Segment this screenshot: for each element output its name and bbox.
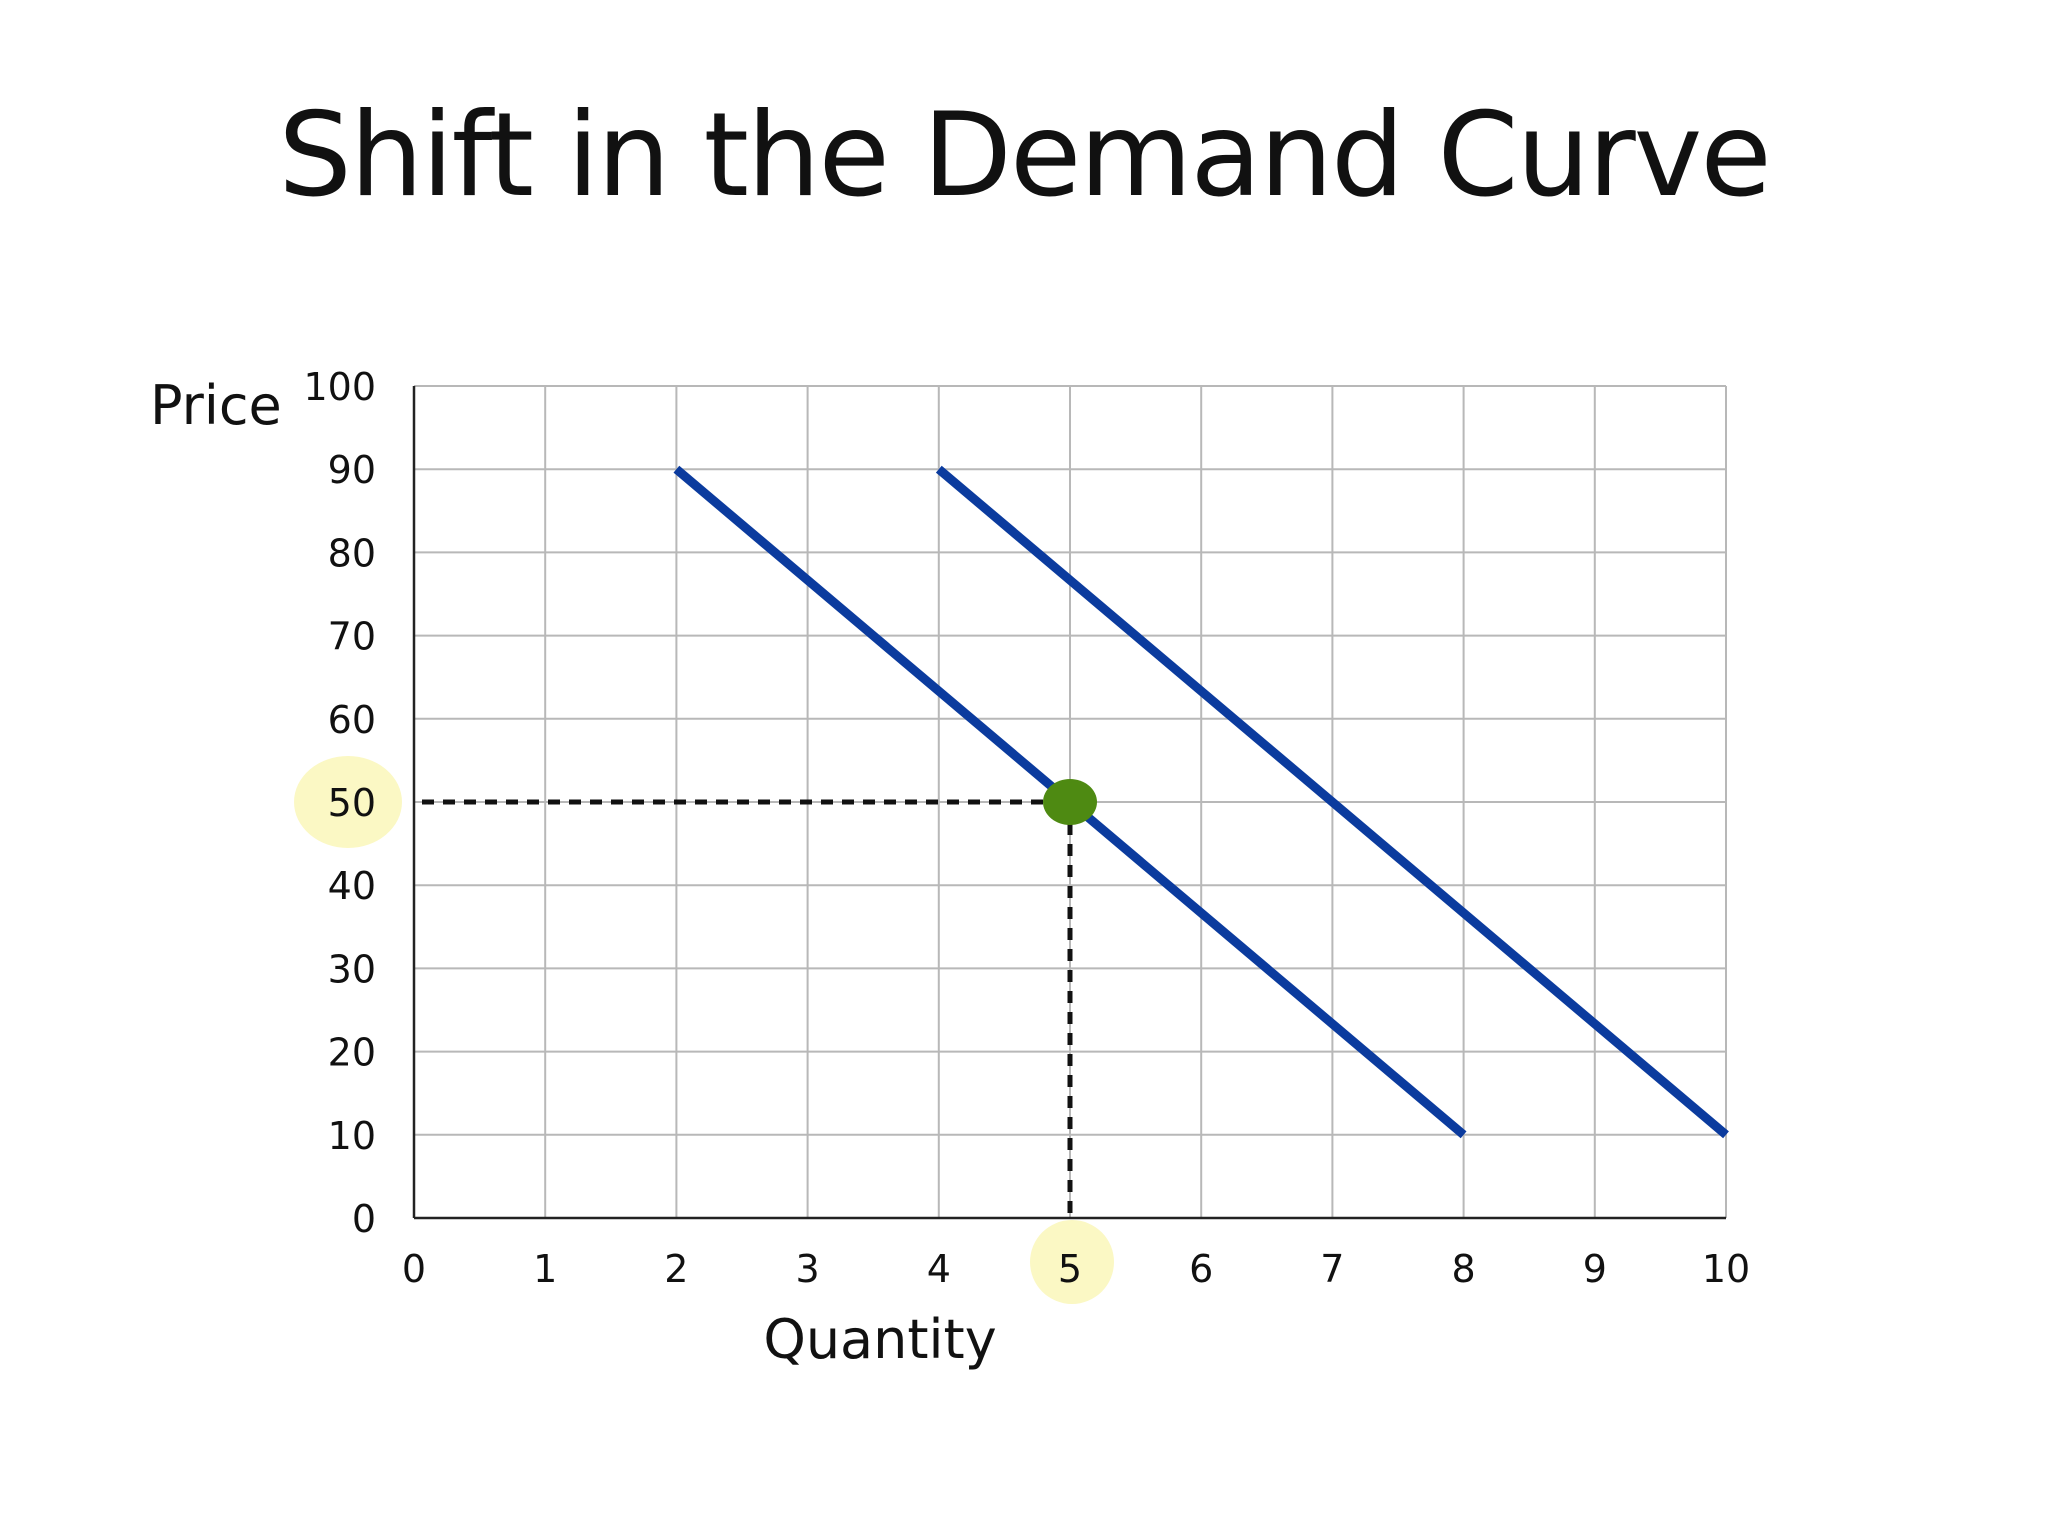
x-tick-label-1: 1 — [533, 1247, 557, 1291]
x-axis-title: Quantity — [763, 1308, 996, 1371]
tick-highlights — [294, 756, 1114, 1304]
equilibrium-points — [1043, 779, 1097, 825]
y-tick-label-20: 20 — [328, 1031, 376, 1075]
x-tick-label-9: 9 — [1583, 1247, 1607, 1291]
guide-lines — [422, 799, 1073, 1218]
y-tick-label-100: 100 — [303, 365, 376, 409]
y-tick-label-50: 50 — [328, 781, 376, 825]
equilibrium-point — [1043, 779, 1097, 825]
x-tick-label-0: 0 — [402, 1247, 426, 1291]
x-tick-label-4: 4 — [927, 1247, 951, 1291]
slide-title: Shift in the Demand Curve — [278, 88, 1771, 223]
x-tick-highlight-5 — [1030, 1220, 1114, 1304]
y-tick-label-0: 0 — [352, 1197, 376, 1241]
x-tick-label-5: 5 — [1058, 1247, 1082, 1291]
demand-curve-2 — [935, 465, 1729, 1139]
x-tick-label-8: 8 — [1452, 1247, 1476, 1291]
y-tick-label-70: 70 — [328, 615, 376, 659]
y-tick-label-30: 30 — [328, 947, 376, 991]
y-tick-label-90: 90 — [328, 448, 376, 492]
y-tick-label-10: 10 — [328, 1114, 376, 1158]
x-tick-label-10: 10 — [1702, 1247, 1750, 1291]
x-tick-label-3: 3 — [796, 1247, 820, 1291]
y-axis-title: Price — [150, 374, 282, 437]
x-tick-labels: 0 1 2 3 4 5 6 7 8 9 10 — [402, 1247, 1750, 1291]
y-tick-label-40: 40 — [328, 864, 376, 908]
chart-axes — [412, 386, 1726, 1220]
y-tick-highlight-50 — [294, 756, 402, 848]
x-tick-label-7: 7 — [1320, 1247, 1344, 1291]
y-tick-label-60: 60 — [328, 698, 376, 742]
x-tick-label-2: 2 — [664, 1247, 688, 1291]
x-tick-label-6: 6 — [1189, 1247, 1213, 1291]
y-tick-labels: 0 10 20 30 40 50 60 70 80 90 100 — [303, 365, 376, 1241]
y-tick-label-80: 80 — [328, 531, 376, 575]
